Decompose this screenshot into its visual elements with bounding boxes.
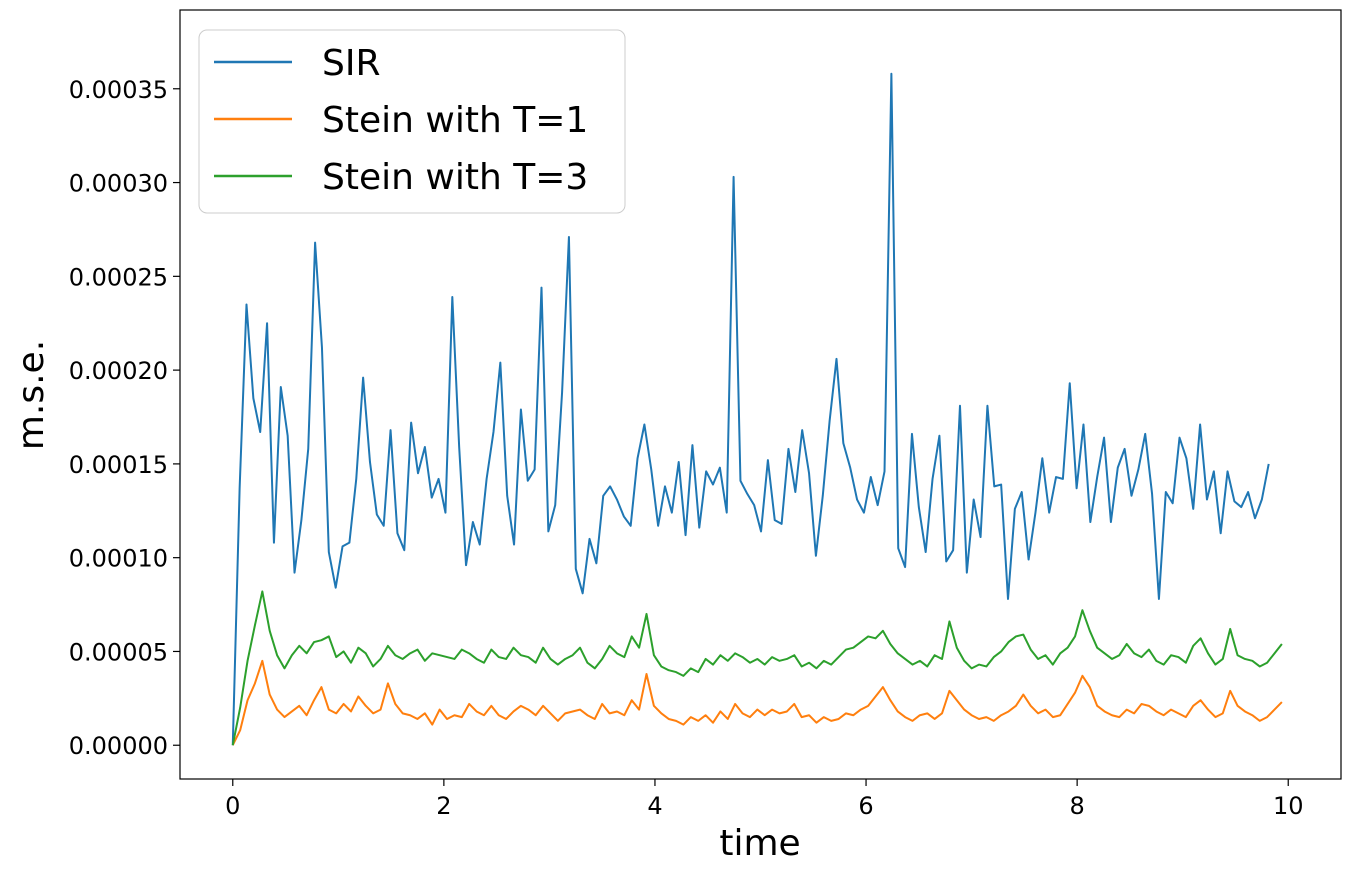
legend: SIR Stein with T=1 Stein with T=3 (198, 29, 626, 214)
x-tick-label: 8 (1069, 792, 1084, 820)
y-tick-label: 0.00030 (69, 170, 168, 198)
x-tick-label: 2 (436, 792, 451, 820)
x-tick-label: 4 (647, 792, 662, 820)
x-tick-label: 10 (1273, 792, 1304, 820)
y-tick-label: 0.00010 (69, 545, 168, 573)
legend-label-stein-with-t-3: Stein with T=3 (322, 157, 588, 198)
x-tick-label: 0 (225, 792, 240, 820)
series-line-stein-with-t-1 (231, 659, 1283, 746)
legend-label-stein-with-t-1: Stein with T=1 (322, 100, 588, 141)
x-tick-label: 6 (858, 792, 873, 820)
series-line-sir (231, 72, 1270, 746)
y-axis-ticks: 0.00000 0.00005 0.00010 0.00015 0.00020 0.000… (69, 76, 180, 760)
series-layer (231, 72, 1283, 746)
x-axis-label: time (719, 823, 800, 864)
y-tick-label: 0.00020 (69, 357, 168, 385)
y-tick-label: 0.00005 (69, 638, 168, 666)
y-tick-label: 0.00000 (69, 732, 168, 760)
x-axis-ticks: 0 2 4 6 8 10 (225, 779, 1304, 820)
y-tick-label: 0.00035 (69, 76, 168, 104)
legend-label-sir: SIR (322, 43, 380, 84)
y-axis-label: m.s.e. (11, 340, 52, 450)
series-line-stein-with-t-3 (231, 590, 1283, 746)
y-tick-label: 0.00025 (69, 263, 168, 291)
y-tick-label: 0.00015 (69, 451, 168, 479)
legend-box (198, 29, 626, 214)
plot-frame (179, 9, 1342, 780)
